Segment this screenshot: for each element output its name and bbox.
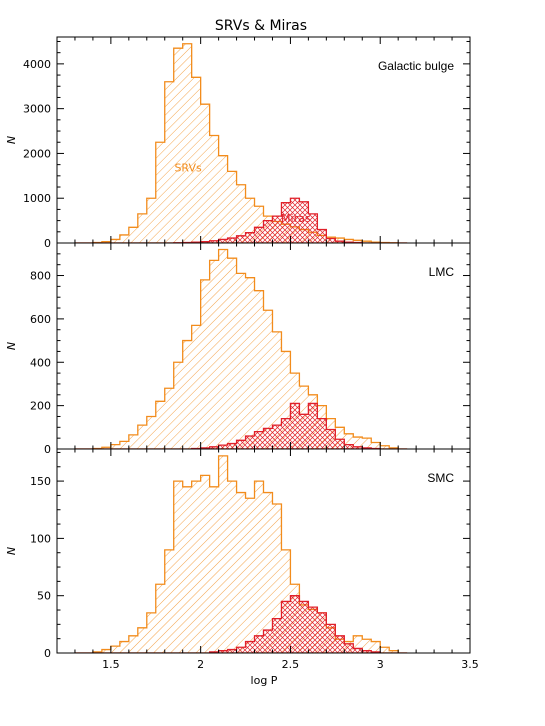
panel-0-label: Galactic bulge bbox=[378, 59, 454, 73]
panel-1-plot-area bbox=[74, 248, 408, 449]
panel-0-annotation-1: Miras bbox=[281, 212, 311, 225]
panel-1: 0 200 400 600 800 N LMC bbox=[5, 242, 471, 456]
panel-1-y-tick-label: 200 bbox=[30, 400, 51, 413]
panel-0-y-axis-label: N bbox=[5, 136, 18, 144]
x-tick-label: 1.5 bbox=[102, 658, 120, 671]
panel-1-y-axis-label: N bbox=[5, 342, 18, 350]
panel-2-y-tick-label: 0 bbox=[44, 647, 51, 660]
panel-2-frame bbox=[56, 448, 471, 654]
panel-0-y-tick-label: 3000 bbox=[23, 103, 51, 116]
panel-1-label: LMC bbox=[429, 265, 455, 279]
panel-0: 0 1000 2000 3000 4000 N Galactic bulge SRVs Mira… bbox=[5, 36, 471, 250]
x-tick-label: 2 bbox=[197, 658, 204, 671]
panel-0-y-tick-label: 0 bbox=[44, 237, 51, 250]
panel-2-series-0-histogram bbox=[74, 455, 408, 653]
panel-2-label: SMC bbox=[427, 471, 454, 485]
x-tick-label: 3.5 bbox=[461, 658, 479, 671]
panel-2-plot-area bbox=[74, 455, 408, 653]
chart-title: SRVs & Miras bbox=[215, 18, 307, 34]
panel-0-y-tick-label: 2000 bbox=[23, 147, 51, 160]
panel-1-y-tick-label: 0 bbox=[44, 443, 51, 456]
panel-1-y-tick-label: 600 bbox=[30, 313, 51, 326]
panel-1-y-tick-label: 800 bbox=[30, 270, 51, 283]
panel-1-series-1-histogram bbox=[74, 402, 408, 449]
panel-0-annotation-0: SRVs bbox=[174, 161, 202, 174]
panel-2-y-axis-label: N bbox=[5, 547, 18, 555]
panel-0-y-tick-label: 1000 bbox=[23, 192, 51, 205]
x-tick-label: 2.5 bbox=[282, 658, 300, 671]
panel-0-y-tick-label: 4000 bbox=[23, 58, 51, 71]
panel-0-series-0-histogram bbox=[74, 43, 408, 243]
x-axis-label: log P bbox=[251, 674, 278, 687]
panel-2-y-tick-label: 150 bbox=[30, 475, 51, 488]
panel-1-series-0-histogram bbox=[74, 248, 408, 449]
panel-2-y-tick-label: 100 bbox=[30, 532, 51, 545]
x-tick-label: 3 bbox=[377, 658, 384, 671]
panel-1-y-tick-label: 400 bbox=[30, 356, 51, 369]
panel-2: 0 50 100 150 N SMC bbox=[5, 448, 471, 660]
panel-0-plot-area bbox=[74, 43, 408, 243]
panel-2-y-tick-label: 50 bbox=[37, 590, 51, 603]
panel-2-series-1-histogram bbox=[74, 595, 408, 653]
